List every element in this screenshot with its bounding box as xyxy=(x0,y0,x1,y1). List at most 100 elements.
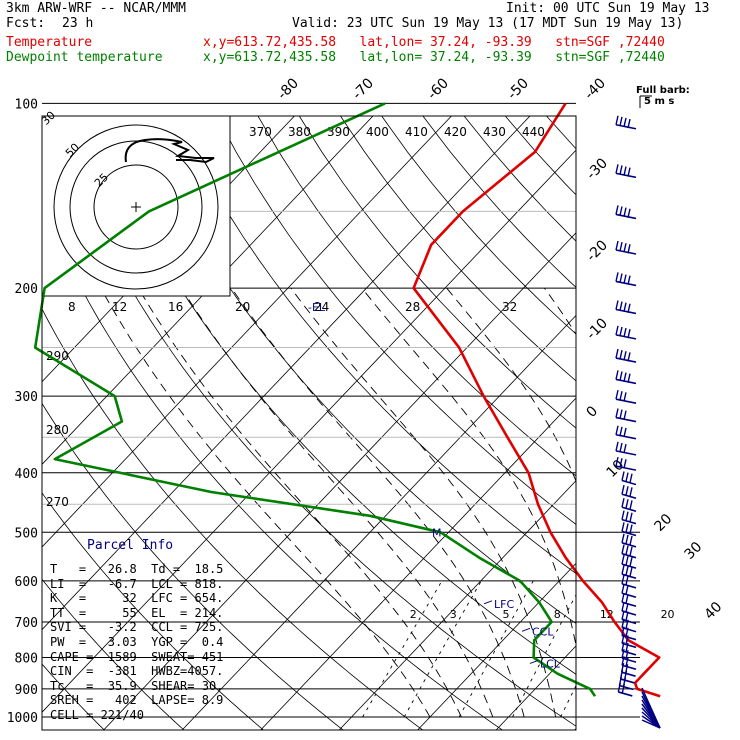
hodograph-trace xyxy=(124,138,215,164)
wind-barb-staff xyxy=(621,563,637,569)
wind-barb-feather xyxy=(621,610,625,620)
wind-barb-feather xyxy=(621,565,625,575)
wind-barb-feather xyxy=(619,206,623,216)
wind-barb-feather xyxy=(625,499,629,509)
wind-barb-feather xyxy=(627,244,631,254)
wind-barb-feather xyxy=(619,273,623,283)
wind-barb-staff xyxy=(615,334,637,340)
wind-barb-staff xyxy=(621,493,637,499)
valid-time: Valid: 23 UTC Sun 19 May 13 (17 MDT Sun … xyxy=(292,16,684,31)
lfc-marker-tick xyxy=(483,600,493,605)
el-marker: -EL xyxy=(308,301,326,314)
wind-barb-staff xyxy=(621,664,637,671)
isotherm-label: 20 xyxy=(652,511,676,535)
wind-barb-staff xyxy=(615,123,637,130)
wind-barb-feather xyxy=(627,118,631,129)
wind-barb-feather xyxy=(615,300,619,310)
wind-barb-feather xyxy=(619,116,623,127)
dry-adiabat xyxy=(340,116,576,382)
wind-barb-feather xyxy=(615,348,619,359)
temperature-label: Temperature xyxy=(6,35,93,50)
pressure-levels xyxy=(42,102,640,718)
dry-adiabats xyxy=(42,116,740,730)
wind-barb-staff xyxy=(615,416,637,423)
mixing-ratio-label: 3 xyxy=(450,608,457,621)
wind-barb-feather xyxy=(621,601,625,612)
wind-barb-feather xyxy=(623,274,627,284)
theta-label: 420 xyxy=(444,125,467,139)
hodo-speed-label: 32 xyxy=(502,300,517,314)
wind-barb-staff xyxy=(621,552,637,559)
parcel-level-markers: -EL LFC CCL LCL M xyxy=(308,301,561,670)
wind-barb-feather xyxy=(627,352,631,362)
hodo-speed-label: 20 xyxy=(235,300,250,314)
wind-barb-staff xyxy=(618,691,633,697)
wind-barb-feather xyxy=(623,327,627,338)
wind-barb-feather xyxy=(621,544,625,554)
temperature-profile xyxy=(412,102,661,698)
wind-barb-feather xyxy=(623,392,627,402)
forecast-label: Fcst: xyxy=(6,16,46,31)
wind-barb-feather xyxy=(625,611,629,621)
wind-barb-feather xyxy=(627,275,631,285)
wind-barb-feather xyxy=(627,208,631,218)
isotherm-label: 0 xyxy=(584,403,602,421)
wind-barb-feather xyxy=(615,370,619,380)
wind-barb-feather xyxy=(619,326,623,337)
wind-barb-feather xyxy=(625,657,629,667)
wind-barb-feather xyxy=(615,115,619,125)
isotherm-label: 40 xyxy=(702,599,726,623)
wind-barb-feather xyxy=(621,584,625,594)
wind-barb-feather xyxy=(625,642,629,653)
wind-barb-feather xyxy=(621,683,625,694)
wind-barb-feather xyxy=(621,471,625,481)
dry-adiabat xyxy=(134,116,576,624)
wind-barb-feather xyxy=(619,350,623,360)
init-time: Init: 00 UTC Sun 19 May 13 xyxy=(506,1,710,16)
isotherm-label: -80 xyxy=(275,75,302,102)
wind-barb-feather xyxy=(627,167,631,177)
dry-adiabat xyxy=(671,116,740,730)
wind-barb-staff xyxy=(621,657,637,663)
isotherm-line xyxy=(338,480,576,730)
wind-barb-feather xyxy=(623,166,627,176)
isotherm-label: -60 xyxy=(425,75,452,102)
wind-barb-feather xyxy=(625,566,629,576)
theta-label: 410 xyxy=(405,125,428,139)
dry-adiabat xyxy=(175,116,576,575)
wind-barb-staff xyxy=(615,249,637,255)
wind-barb-feather xyxy=(623,302,627,312)
mixing-ratio-line xyxy=(624,581,688,717)
wind-barb-feather xyxy=(623,372,627,382)
wind-barb-feather xyxy=(629,473,633,483)
mixing-ratio-label: 5 xyxy=(503,608,510,621)
wind-barb-feather xyxy=(619,426,623,436)
wind-barb-feather xyxy=(621,510,625,520)
mixing-ratio-label: 20 xyxy=(661,608,675,621)
dry-adiabat xyxy=(42,492,264,730)
dewpoint-location: x,y=613.72,435.58 lat,lon= 37.24, -93.39… xyxy=(203,50,665,65)
parcel-info-panel: Parcel Info T = 26.8 Td = 18.5 LI = -6.7… xyxy=(44,537,232,730)
pressure-tick-label: 400 xyxy=(15,467,38,482)
isotherm-line xyxy=(42,116,453,548)
wind-barb-feather xyxy=(625,619,629,629)
parcel-info-title: Parcel Info xyxy=(87,538,174,553)
wind-barb-feather xyxy=(627,373,631,383)
isotherm-label: -10 xyxy=(584,315,611,342)
wind-barb-staff xyxy=(621,506,637,512)
wind-barb-feather xyxy=(625,635,629,645)
wind-barb-staff xyxy=(621,573,637,579)
moist-adiabat xyxy=(446,287,576,483)
wind-barb-feather xyxy=(625,627,629,637)
wind-barb-feather xyxy=(615,425,619,435)
dry-adiabat xyxy=(42,578,185,730)
wind-barb-feather xyxy=(625,534,629,545)
isotherm-label: -50 xyxy=(505,75,532,102)
isotherm-line xyxy=(260,397,576,730)
parcel-row-cell: CELL = 221/40 xyxy=(50,708,144,722)
wind-barb-feather xyxy=(625,594,629,604)
wind-barb-feather xyxy=(623,243,627,253)
wind-barb-feather xyxy=(621,485,625,495)
plot-frame xyxy=(41,115,577,731)
